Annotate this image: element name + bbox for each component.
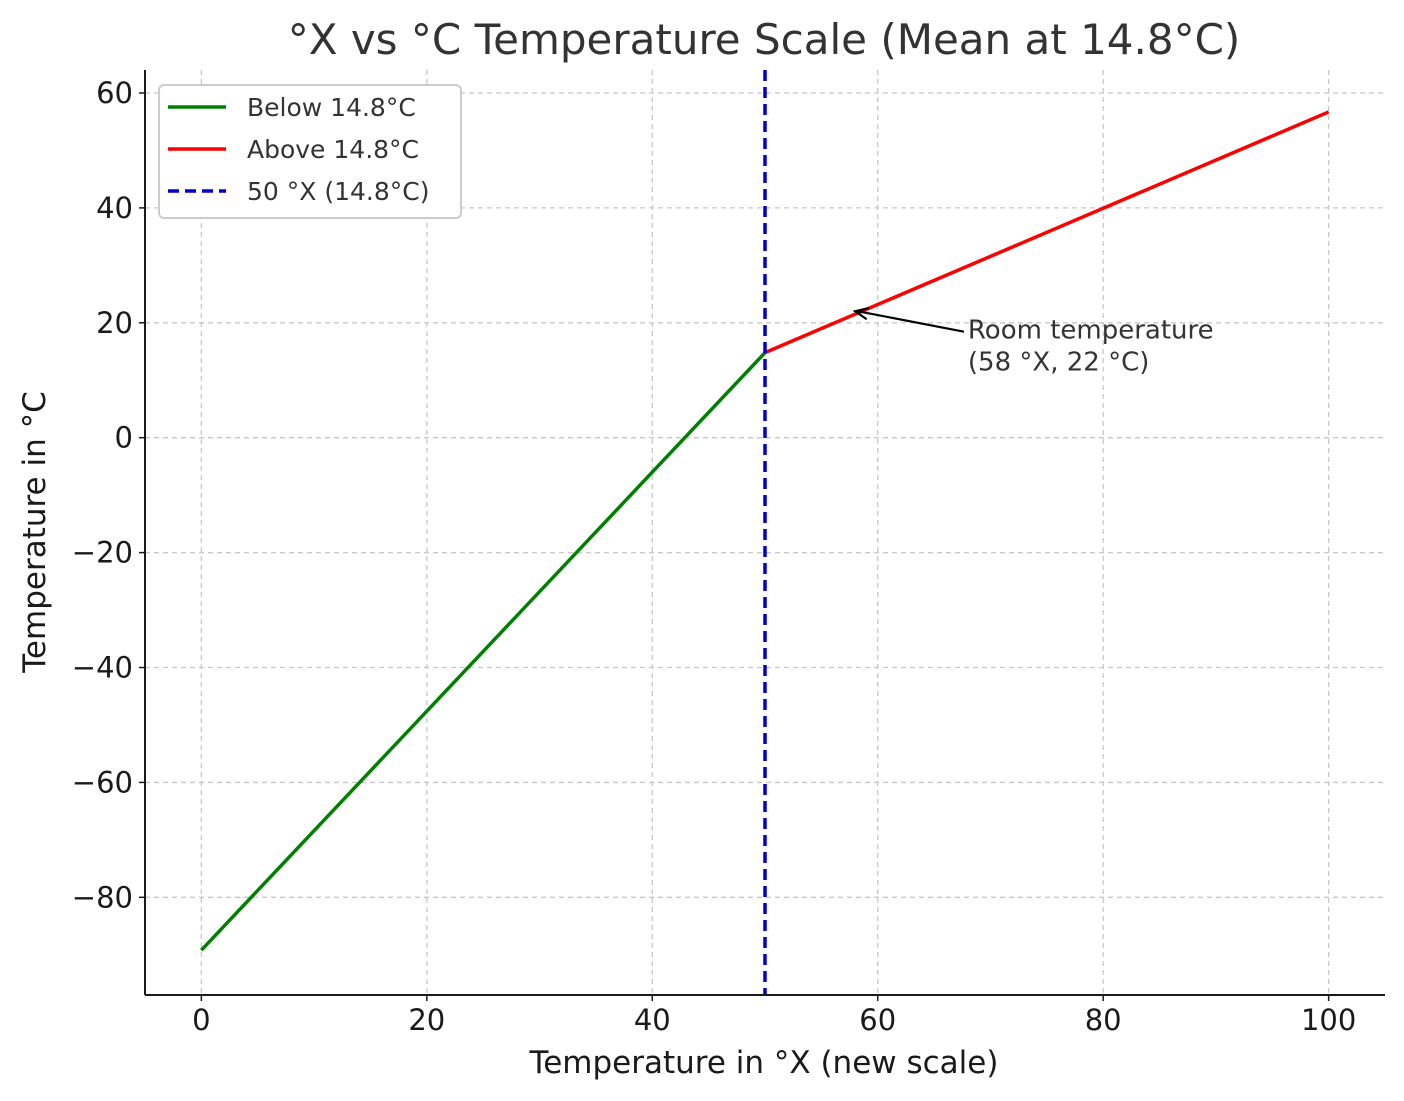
y-tick-label: 20: [96, 306, 133, 340]
x-tick-label: 100: [1301, 1003, 1356, 1037]
y-tick-label: 40: [96, 191, 133, 225]
legend: Below 14.8°C Above 14.8°C 50 °X (14.8°C): [158, 84, 462, 219]
tick-labels: 0 20 40 60 80 100 −80 −60 −40 −20 0 20 40 60: [72, 76, 1357, 1037]
y-axis-label: Temperature in °C: [17, 391, 53, 673]
x-tick-label: 40: [634, 1003, 671, 1037]
series-line-below: [200, 351, 767, 952]
annotation-line-1: Room temperature: [968, 316, 1214, 346]
y-tick-label: −40: [72, 651, 133, 685]
annotation: Room temperature (58 °X, 22 °C): [852, 306, 1214, 378]
x-axis-label: Temperature in °X (new scale): [529, 1045, 999, 1081]
gridlines: [145, 70, 1385, 995]
y-tick-label: −60: [72, 765, 133, 799]
x-tick-label: 60: [859, 1003, 896, 1037]
x-tick-label: 0: [192, 1003, 210, 1037]
annotation-arrow-head: [852, 306, 870, 321]
y-tick-label: −80: [72, 880, 133, 914]
y-tick-label: 0: [115, 421, 133, 455]
legend-label-vline: 50 °X (14.8°C): [247, 177, 429, 206]
legend-frame: [158, 84, 462, 219]
axes: [139, 70, 1385, 1001]
annotation-line-2: (58 °X, 22 °C): [968, 348, 1149, 378]
annotation-arrow-shaft: [857, 310, 965, 333]
y-tick-label: −20: [72, 536, 133, 570]
legend-label-below: Below 14.8°C: [247, 93, 416, 122]
legend-label-above: Above 14.8°C: [247, 135, 419, 164]
y-tick-label: 60: [96, 76, 133, 110]
x-tick-label: 20: [408, 1003, 445, 1037]
chart-title: °X vs °C Temperature Scale (Mean at 14.8…: [288, 15, 1241, 64]
x-tick-label: 80: [1085, 1003, 1122, 1037]
